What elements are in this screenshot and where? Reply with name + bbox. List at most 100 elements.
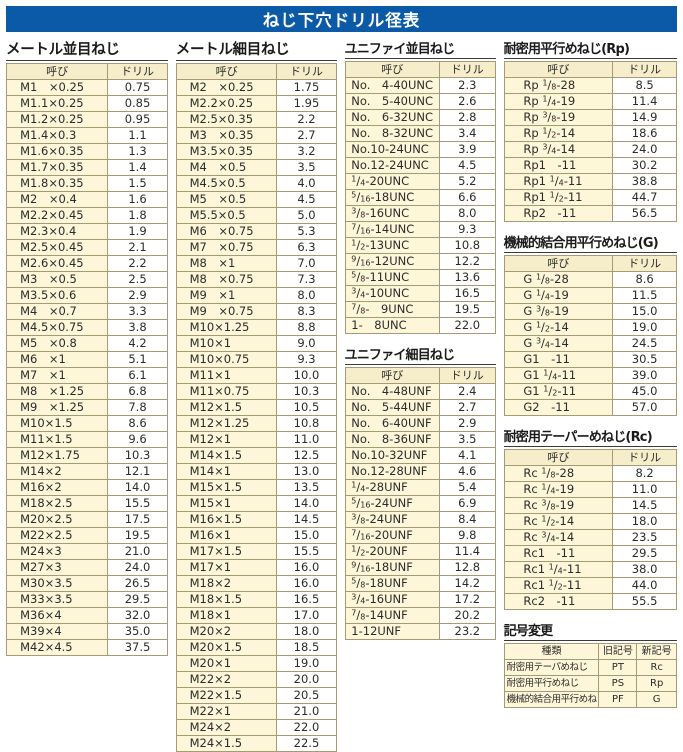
thread-designation: No. 4-48UNF — [351, 384, 432, 398]
table-row: M12×1.75 10.3 — [5, 447, 168, 464]
thread-designation: No. 6-32UNC — [351, 110, 434, 124]
thread-designation: No. 8-36UNF — [351, 432, 432, 446]
table-row: M20×1 19.0 — [175, 655, 337, 672]
drill-diameter-cell: 4.2 — [107, 335, 168, 352]
section-heading-metric-coarse: メートル並目ねじ — [6, 38, 168, 61]
table-row: G1 -11 30.5 — [503, 351, 677, 368]
table-row: M2 ×0.25 1.75 — [175, 79, 337, 96]
drill-diameter-cell: 9.6 — [107, 431, 168, 448]
drill-diameter-cell: 38.8 — [612, 173, 677, 190]
thread-designation: M42×4.5 — [20, 640, 73, 654]
thread-designation-cell: Rc 1/4-19 — [503, 481, 614, 498]
spacer — [504, 222, 677, 232]
table-row: 5/16-18UNC 6.6 — [344, 189, 496, 206]
drill-diameter-cell: 8.4 — [439, 511, 496, 528]
drill-diameter-cell: 2.8 — [439, 109, 496, 126]
thread-designation: M2.5×0.45 — [20, 240, 84, 254]
thread-designation-cell: M39×4 — [5, 623, 109, 640]
drill-diameter-cell: 5.0 — [276, 207, 337, 224]
drill-diameter-cell: 3.8 — [107, 319, 168, 336]
drill-diameter-cell: 13.6 — [439, 269, 496, 286]
table-metric-fine: 呼び ドリル M2 ×0.25 1.75 M2.2×0.25 1.95 M2.5×0.3… — [175, 63, 337, 752]
drill-diameter-cell: 15.0 — [612, 303, 677, 320]
thread-designation: G1 1/2-11 — [523, 384, 577, 398]
table-rp-parallel: 呼び ドリル Rp 1/8-28 8.5 Rp 1/4-19 11.4 Rp 3/8-1… — [503, 61, 677, 222]
thread-designation-cell: G2 -11 — [503, 399, 614, 416]
thread-designation: 7/16-14UNC — [351, 222, 415, 236]
thread-designation-cell: 1/4-20UNC — [344, 173, 441, 190]
drill-diameter-cell: 10.3 — [276, 383, 337, 400]
thread-designation-cell: M24×2 — [175, 719, 278, 736]
thread-designation: 9/16-18UNF — [351, 560, 413, 574]
thread-designation: M22×2 — [189, 672, 232, 686]
thread-designation-cell: M7 ×1 — [5, 367, 109, 384]
column-header-drill: ドリル — [612, 61, 677, 78]
drill-diameter-cell: 11.4 — [439, 543, 496, 560]
table-row: No. 4-40UNC 2.3 — [344, 77, 496, 94]
thread-designation-cell: No. 5-44UNF — [344, 399, 441, 416]
thread-designation-cell: 3/4-10UNC — [344, 285, 441, 302]
table-row: G 1/8-28 8.6 — [503, 271, 677, 288]
table-row: 9/16-12UNC 12.2 — [344, 253, 496, 270]
drill-diameter-cell: 2.2 — [107, 255, 168, 272]
thread-designation: M10×1.25 — [189, 320, 250, 334]
drill-diameter-cell: 2.3 — [439, 77, 496, 94]
thread-designation: M9 ×0.75 — [189, 304, 254, 318]
table-row: Rc 3/4-14 23.5 — [503, 529, 677, 546]
thread-designation-cell: 3/8-24UNF — [344, 511, 441, 528]
thread-designation-cell: Rc2 -11 — [503, 593, 614, 610]
thread-designation-cell: 5/8-11UNC — [344, 269, 441, 286]
thread-designation-cell: No.12-28UNF — [344, 463, 441, 480]
thread-designation-cell: M5 ×0.5 — [175, 191, 278, 208]
table-row: M11×1 10.0 — [175, 367, 337, 384]
thread-designation-cell: M2.2×0.25 — [175, 95, 278, 112]
thread-designation-cell: M17×1 — [175, 559, 278, 576]
drill-diameter-cell: 3.2 — [276, 143, 337, 160]
table-row: G 1/2-14 19.0 — [503, 319, 677, 336]
table-row: Rp 1/2-14 18.6 — [503, 125, 677, 142]
thread-designation: G 3/4-14 — [523, 336, 569, 350]
drill-diameter-cell: 2.5 — [107, 271, 168, 288]
drill-diameter-cell: 18.5 — [276, 639, 337, 656]
table-row: 3/8-16UNC 8.0 — [344, 205, 496, 222]
drill-diameter-cell: 5.3 — [276, 223, 337, 240]
drill-diameter-cell: 37.5 — [107, 639, 168, 656]
thread-designation-cell: M4 ×0.5 — [175, 159, 278, 176]
table-row: 7/8- 9UNC 19.5 — [344, 301, 496, 318]
drill-diameter-cell: 56.5 — [612, 205, 677, 222]
thread-designation: 7/16-20UNF — [351, 528, 413, 542]
table-row: No. 8-36UNF 3.5 — [344, 431, 496, 448]
drill-diameter-cell: 1.4 — [107, 159, 168, 176]
thread-designation-cell: Rc1 1/4-11 — [503, 561, 614, 578]
thread-designation: M6 ×0.75 — [189, 224, 254, 238]
thread-designation: 7/8-14UNF — [351, 608, 408, 622]
thread-designation: M4.5×0.5 — [189, 176, 246, 190]
thread-designation: M2.3×0.4 — [20, 224, 77, 238]
thread-designation: M24×1.5 — [189, 736, 243, 750]
column-metric-fine: メートル細目ねじ 呼び ドリル M2 ×0.25 1.75 M2.2×0.25 1.9… — [175, 38, 345, 752]
thread-designation-cell: M9 ×1 — [175, 287, 278, 304]
thread-designation-cell: M1.6×0.35 — [5, 143, 109, 160]
drill-diameter-cell: 44.0 — [612, 577, 677, 594]
thread-designation: M12×1.25 — [189, 416, 250, 430]
thread-designation-cell: M18×1.5 — [175, 591, 278, 608]
drill-diameter-cell: 18.0 — [612, 513, 677, 530]
thread-designation: 1/4-20UNC — [351, 174, 410, 188]
spacer — [504, 416, 677, 426]
drill-diameter-cell: 6.3 — [276, 239, 337, 256]
table-row: M1.6×0.35 1.3 — [5, 143, 168, 160]
section-heading-unified-coarse: ユニファイ並目ねじ — [344, 38, 496, 59]
thread-designation: M14×1.5 — [189, 448, 243, 462]
thread-designation-cell: M8 ×0.75 — [175, 271, 278, 288]
thread-designation: M17×1.5 — [189, 544, 243, 558]
drill-diameter-cell: 4.1 — [439, 447, 496, 464]
table-row: M9 ×1.25 7.8 — [5, 399, 168, 416]
thread-designation-cell: No. 8-36UNF — [344, 431, 441, 448]
thread-designation: Rp 1/2-14 — [523, 126, 576, 140]
table-header-row: 呼び ドリル — [175, 63, 337, 80]
thread-designation-cell: M22×1.5 — [175, 687, 278, 704]
table-row: Rp 1/8-28 8.5 — [503, 77, 677, 94]
thread-designation-cell: No. 4-48UNF — [344, 383, 441, 400]
drill-diameter-cell: 19.0 — [276, 655, 337, 672]
table-row: 1/2-20UNF 11.4 — [344, 543, 496, 560]
